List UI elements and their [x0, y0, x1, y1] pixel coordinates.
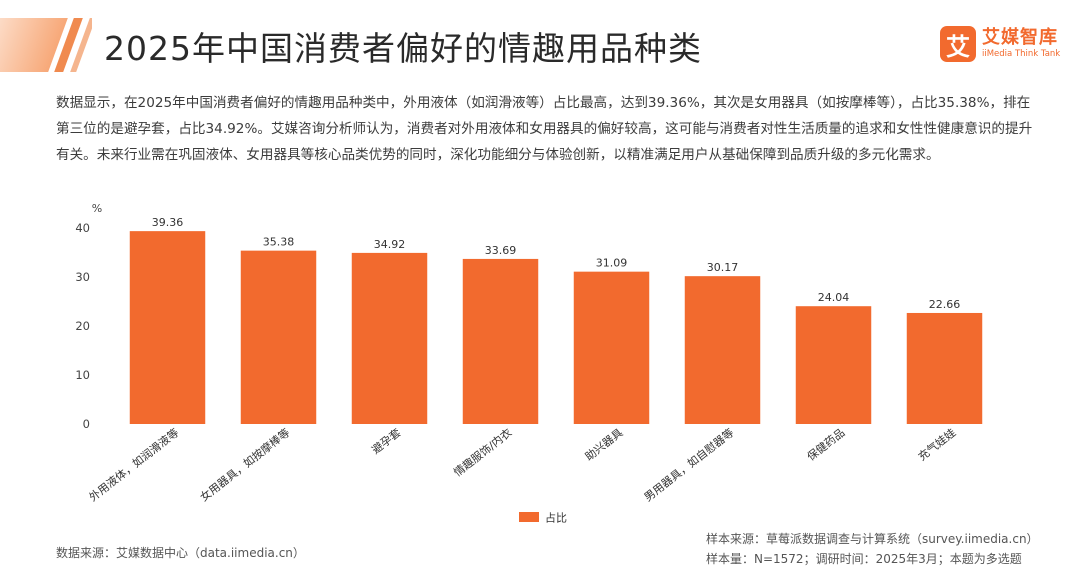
sample-info: 样本来源：草莓派数据调查与计算系统（survey.iimedia.cn） 样本量…	[706, 529, 1039, 569]
header-decoration	[0, 18, 92, 72]
bar	[462, 258, 539, 424]
bar-value-label: 30.17	[707, 261, 739, 274]
bar	[906, 312, 983, 424]
x-tick-label: 避孕套	[369, 425, 404, 456]
y-axis-unit: %	[92, 202, 102, 215]
x-tick-label: 男用器具，如自慰器等	[641, 425, 736, 504]
bar	[573, 271, 650, 424]
data-source: 数据来源：艾媒数据中心（data.iimedia.cn）	[56, 546, 305, 560]
brand-logo: 艾 艾媒智库 iiMedia Think Tank	[940, 24, 1060, 64]
sample-source: 样本来源：草莓派数据调查与计算系统（survey.iimedia.cn）	[706, 532, 1039, 546]
bar-value-label: 31.09	[596, 257, 628, 270]
x-tick-label: 情趣服饰/内衣	[451, 425, 515, 479]
legend-swatch	[519, 512, 539, 522]
y-tick-label: 0	[83, 417, 90, 431]
bar-value-label: 35.38	[263, 236, 295, 249]
bar-value-label: 39.36	[152, 216, 184, 229]
bar-value-label: 33.69	[485, 244, 517, 257]
bar	[351, 252, 428, 424]
page-title: 2025年中国消费者偏好的情趣用品种类	[104, 29, 702, 68]
bar	[684, 276, 761, 424]
y-tick-label: 20	[75, 319, 90, 333]
sample-size: 样本量：N=1572；调研时间：2025年3月；本题为多选题	[706, 552, 1022, 566]
logo-name-cn: 艾媒智库	[982, 27, 1058, 49]
bar-value-label: 22.66	[929, 298, 961, 311]
bar-value-label: 34.92	[374, 238, 406, 251]
legend-label: 占比	[545, 511, 567, 525]
logo-name-en: iiMedia Think Tank	[982, 49, 1061, 60]
x-tick-label: 保健药品	[804, 425, 847, 463]
y-tick-label: 30	[75, 270, 90, 284]
y-tick-label: 10	[75, 368, 90, 382]
bar	[240, 250, 317, 424]
bar	[795, 306, 872, 424]
logo-icon: 艾	[940, 26, 976, 62]
bar-value-label: 24.04	[818, 291, 850, 304]
x-tick-label: 女用器具，如按摩棒等	[197, 425, 292, 504]
bar	[129, 231, 206, 424]
bar-chart: % 0 10 20 30 40 39.36 外用液体，如润滑液等 35.38 女用器具，如按摩棒等…	[75, 202, 983, 525]
x-tick-label: 外用液体，如润滑液等	[86, 425, 181, 504]
y-tick-label: 40	[75, 221, 90, 235]
summary-text: 数据显示，在2025年中国消费者偏好的情趣用品种类中，外用液体（如润滑液等）占比…	[56, 95, 1033, 163]
x-tick-label: 助兴器具	[582, 425, 625, 463]
x-tick-label: 充气娃娃	[915, 425, 958, 463]
